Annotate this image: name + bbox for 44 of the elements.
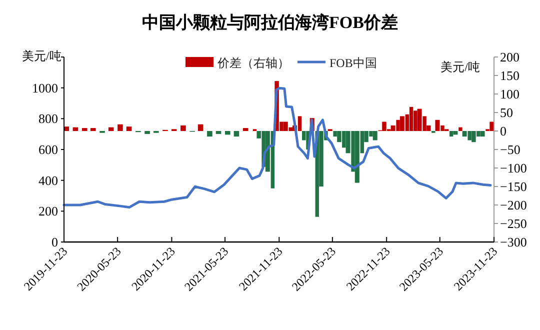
y-axis-title: 美元/吨 xyxy=(22,49,62,63)
legend-label: 价差（右轴） xyxy=(216,56,290,70)
y2-tick-label: −50 xyxy=(500,142,520,157)
bar xyxy=(108,127,114,131)
y2-tick-label: 50 xyxy=(500,105,513,120)
bar xyxy=(449,131,454,137)
y2-tick-label: 100 xyxy=(500,86,520,102)
bar xyxy=(409,106,414,131)
y2-tick-label: 150 xyxy=(500,68,520,83)
bar xyxy=(234,131,240,137)
bar xyxy=(216,131,222,134)
bar xyxy=(480,131,485,137)
bar xyxy=(180,125,186,131)
y2-tick-label: 0 xyxy=(500,124,506,138)
y2-tick-label: −150 xyxy=(500,179,527,194)
y-tick-label: 1000 xyxy=(32,80,58,96)
y-tick-label: 0 xyxy=(52,234,58,250)
bar xyxy=(72,127,78,131)
y2-tick-label: −300 xyxy=(500,234,527,250)
y2-tick-label: −200 xyxy=(500,198,527,212)
bar xyxy=(207,131,212,137)
y2-axis-title: 美元/吨 xyxy=(440,60,480,74)
chart-title: 中国小颗粒与阿拉伯海湾FOB价差 xyxy=(142,13,398,32)
legend-label: FOB中国 xyxy=(330,56,377,70)
bar xyxy=(118,124,123,131)
bar xyxy=(372,131,378,140)
bar xyxy=(242,128,248,131)
bar xyxy=(82,128,88,131)
bar xyxy=(458,127,462,131)
bar xyxy=(126,126,132,131)
y-tick-label: 600 xyxy=(38,142,58,157)
bar xyxy=(490,122,494,131)
y2-tick-label: −100 xyxy=(500,160,527,176)
y-tick-label: 800 xyxy=(38,111,58,126)
bar xyxy=(224,131,230,135)
y2-tick-label: 200 xyxy=(500,50,520,64)
y2-tick-label: −250 xyxy=(500,216,527,231)
bar xyxy=(453,131,458,135)
y-tick-label: 200 xyxy=(38,204,58,219)
bar xyxy=(198,124,204,131)
bar xyxy=(90,128,96,131)
y-tick-label: 400 xyxy=(38,172,58,188)
line-series xyxy=(62,86,492,209)
bar xyxy=(144,131,150,134)
